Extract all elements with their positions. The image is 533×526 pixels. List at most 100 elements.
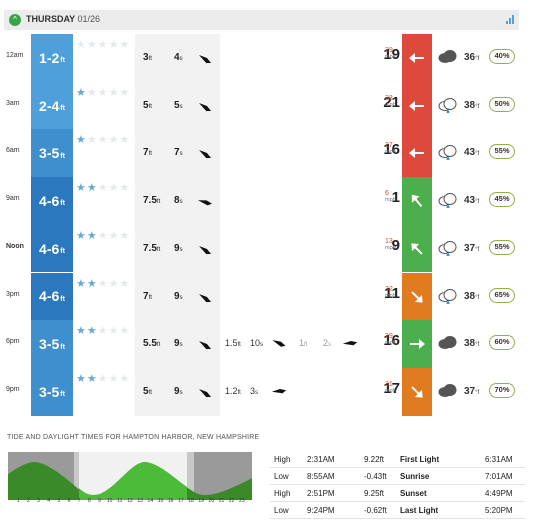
- star-icon: ★: [86, 325, 98, 338]
- tide-row: High 2:31AM 9.22ft First Light 6:31AM: [270, 451, 525, 468]
- star-icon: ★: [119, 86, 131, 99]
- swell-direction-arrow-icon: [198, 243, 212, 257]
- tide-chart: [8, 452, 252, 500]
- swell-period: 9s: [174, 242, 183, 254]
- row-time: 6pm: [6, 338, 20, 346]
- star-icon: ★: [108, 134, 120, 147]
- rating-stars: ★★★★★: [76, 229, 131, 242]
- swell-height: 3ft: [143, 52, 152, 63]
- hour-tick-label: 20: [208, 498, 215, 504]
- forecast-row[interactable]: 9am 4-6 ft ★★★★★ 7.5ft 8s 1 6 mph 43°f 45%: [0, 177, 533, 225]
- wind-direction-box: [402, 367, 432, 416]
- star-icon: ★: [86, 39, 98, 51]
- wind-arrow-icon: [409, 52, 424, 63]
- wave-height-cell: 2-4 ft: [31, 81, 73, 130]
- forecast-row[interactable]: 6am 3-5 ft ★★★★★ 7ft 7s 16 27 mph 43°f 55%: [0, 129, 533, 178]
- star-icon: ★: [76, 372, 87, 385]
- probability-badge: 55%: [489, 239, 515, 255]
- day-date: 01/26: [77, 14, 101, 24]
- swell-height: 5ft: [143, 99, 152, 111]
- forecast-row[interactable]: 3am 2-4 ft ★★★★★ 5ft 5s 21 33 mph 38°f 50%: [0, 81, 533, 130]
- hour-tick-label: 7: [77, 498, 81, 504]
- wave-height-cell: 3-5 ft: [31, 129, 73, 178]
- swell-height: 7ft: [143, 147, 152, 159]
- rain-cloud-icon: [437, 97, 459, 114]
- tide-curve-day: [79, 462, 187, 500]
- wind-arrow-icon: [411, 290, 423, 303]
- star-icon: ★: [97, 182, 109, 195]
- wind-direction-box: [402, 320, 432, 368]
- day-label: THURSDAY 01/26: [26, 14, 101, 24]
- swell-direction-arrow-icon: [198, 147, 212, 161]
- wind-arrow-icon: [409, 148, 424, 159]
- wind-gust: 29 mph: [385, 333, 396, 347]
- tide-row: Low 8:55AM -0.43ft Sunrise 7:01AM: [270, 468, 525, 485]
- star-icon: ★: [86, 229, 98, 242]
- star-icon: ★: [97, 325, 109, 338]
- wind-arrow-icon: [411, 243, 423, 255]
- star-icon: ★: [86, 277, 98, 290]
- signal-icon: [506, 15, 514, 24]
- wave-height-cell: 3-5 ft: [31, 320, 73, 368]
- cloud-icon: [437, 335, 459, 351]
- wind-direction-box: [402, 34, 432, 82]
- forecast-row[interactable]: Noon 4-6 ft ★★★★★ 7.5ft 9s 9 13 mph 37°f 5…: [0, 224, 533, 273]
- swell2-period: 3s: [250, 385, 259, 396]
- wind-direction-box: [402, 129, 432, 178]
- forecast-row[interactable]: 6pm 3-5 ft ★★★★★ 5.5ft 9s 1.5ft 10s 1ft 2…: [0, 320, 533, 368]
- star-icon: ★: [119, 182, 131, 195]
- swell-period: 8s: [174, 195, 183, 207]
- probability-badge: 45%: [489, 192, 515, 208]
- probability-badge: 50%: [489, 96, 515, 112]
- row-time: 3pm: [6, 290, 20, 298]
- rating-stars: ★★★★★: [76, 183, 131, 194]
- wind-gust: 27 mph: [385, 142, 396, 156]
- light-time: 5:20PM: [485, 506, 513, 515]
- wind-speed: 16: [383, 332, 400, 350]
- temperature: 38°f: [464, 290, 480, 302]
- hour-tick-label: 5: [57, 498, 61, 504]
- tide-time: 2:31AM: [307, 455, 335, 464]
- wave-height-cell: 4-6 ft: [31, 177, 73, 225]
- wind-direction-box: [402, 224, 432, 273]
- temperature: 43°f: [464, 147, 480, 159]
- swell3-height: 1ft: [299, 338, 308, 349]
- forecast-row[interactable]: 9pm 3-5 ft ★★★★★ 5ft 9s 1.2ft 3s 17 31 mph…: [0, 367, 533, 416]
- hour-tick-label: 14: [147, 498, 154, 504]
- collapse-chevron-icon[interactable]: ^: [9, 14, 21, 26]
- swell2-height: 1.5ft: [225, 338, 241, 349]
- day-header[interactable]: ^ THURSDAY 01/26: [4, 10, 519, 30]
- star-icon: ★: [76, 86, 87, 99]
- wind-gust: 32 mph: [385, 285, 396, 299]
- row-time: Noon: [6, 242, 24, 250]
- star-icon: ★: [86, 182, 98, 195]
- tide-height: -0.62ft: [364, 506, 387, 515]
- forecast-row[interactable]: 12am 1-2 ft ★★★★★ 3ft 4s 19 29 mph 36°f 40…: [0, 34, 533, 82]
- rating-stars: ★★★★★: [76, 326, 131, 337]
- tide-type: High: [274, 455, 291, 464]
- wind-gust: 13 mph: [385, 237, 396, 251]
- wave-height-cell: 1-2 ft: [31, 34, 73, 82]
- light-label: Last Light: [400, 506, 439, 515]
- swell-period: 9s: [174, 338, 183, 350]
- swell-direction-arrow-icon: [198, 338, 212, 352]
- forecast-row[interactable]: 3pm 4-6 ft ★★★★★ 7ft 9s 11 32 mph 38°f 65%: [0, 272, 533, 321]
- tide-type: Low: [274, 506, 289, 515]
- swell-height: 5.5ft: [143, 338, 161, 350]
- star-icon: ★: [97, 86, 109, 99]
- probability-badge: 60%: [489, 335, 515, 351]
- swell3-period: 2s: [323, 338, 332, 349]
- star-icon: ★: [76, 277, 87, 290]
- star-icon: ★: [86, 134, 98, 147]
- hour-tick-label: 15: [157, 498, 164, 504]
- hour-tick-label: 18: [188, 498, 194, 504]
- wind-speed: 1: [391, 189, 400, 207]
- wind-gust: 29 mph: [385, 47, 396, 60]
- star-icon: ★: [119, 325, 131, 338]
- swell2-period: 10s: [250, 338, 264, 349]
- light-time: 4:49PM: [485, 489, 513, 498]
- swell2-direction-arrow-icon: [271, 384, 287, 398]
- hour-tick-label: 21: [218, 498, 225, 504]
- star-icon: ★: [119, 372, 131, 385]
- tide-row: Low 9:24PM -0.62ft Last Light 5:20PM: [270, 502, 525, 519]
